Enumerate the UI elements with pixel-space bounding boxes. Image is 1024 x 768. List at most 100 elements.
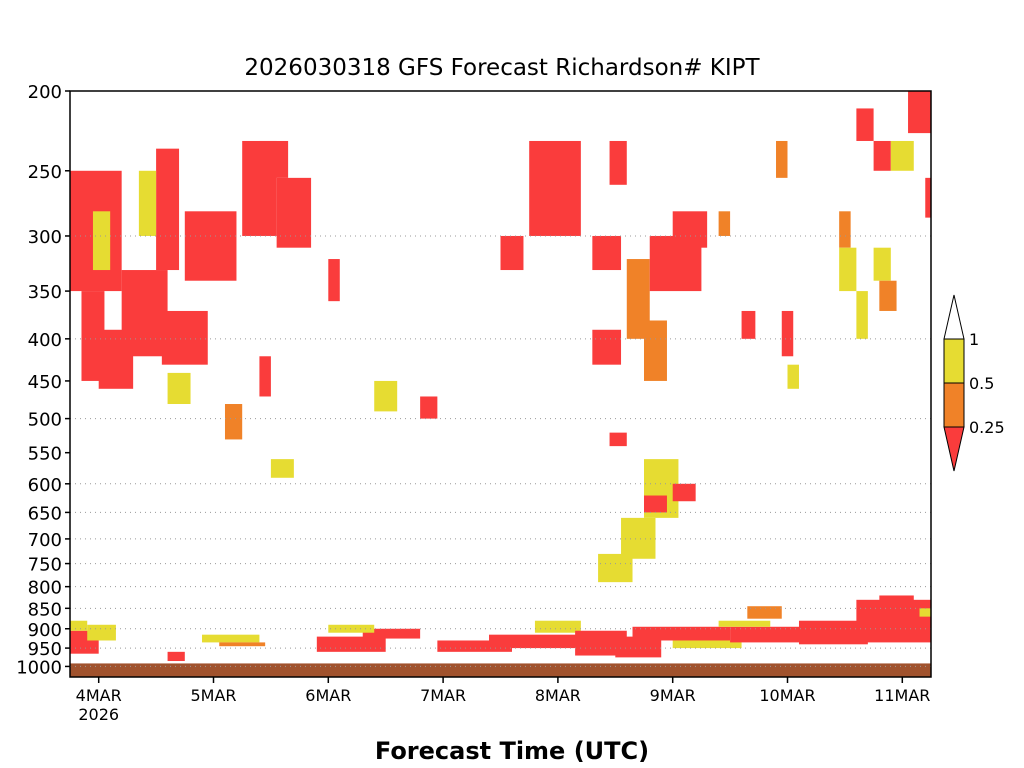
heatmap-cell bbox=[92, 211, 111, 271]
heatmap-cell bbox=[224, 404, 243, 440]
plot-area bbox=[69, 90, 932, 678]
heatmap-cell bbox=[672, 211, 708, 248]
heatmap-cell bbox=[529, 140, 581, 236]
y-tick-label: 650 bbox=[28, 503, 62, 524]
legend: 1 0.5 0.25 bbox=[943, 294, 1005, 472]
y-tick-label: 750 bbox=[28, 555, 62, 576]
x-tick-label: 4MAR bbox=[76, 686, 122, 705]
heatmap-cell bbox=[167, 372, 191, 405]
heatmap-cell bbox=[798, 620, 868, 645]
heatmap-cell bbox=[672, 483, 696, 502]
heatmap-cell bbox=[672, 640, 742, 649]
heatmap-cell bbox=[437, 640, 512, 652]
heatmap-cell bbox=[781, 310, 794, 357]
heatmap-cell bbox=[718, 211, 731, 236]
heatmap-cell bbox=[534, 620, 581, 633]
chart-title: 2026030318 GFS Forecast Richardson# KIPT bbox=[244, 55, 760, 81]
legend-label: 0.5 bbox=[969, 374, 994, 393]
heatmap-cell bbox=[202, 634, 260, 643]
heatmap-cell bbox=[609, 432, 627, 447]
heatmap-cell bbox=[873, 140, 891, 171]
y-tick-label: 250 bbox=[28, 162, 62, 183]
heatmap-cell bbox=[839, 211, 851, 248]
heatmap-cell bbox=[787, 364, 799, 389]
ground-fill bbox=[70, 663, 931, 677]
heatmap-cell bbox=[259, 140, 289, 178]
y-axis: 200 250 300 350 400 450 500 550 600 650 700 7508008… bbox=[16, 82, 70, 678]
heatmap-cell bbox=[621, 517, 656, 559]
legend-label: 1 bbox=[969, 330, 979, 349]
heatmap-cell bbox=[156, 148, 180, 271]
x-tick-label: 6MAR bbox=[305, 686, 351, 705]
heatmap-cell bbox=[259, 356, 271, 397]
heatmap-cell bbox=[121, 270, 168, 357]
heatmap-cell bbox=[87, 624, 116, 641]
y-tick-label: 550 bbox=[28, 444, 62, 465]
heatmap-cell bbox=[161, 310, 208, 365]
heatmap-cell bbox=[615, 636, 662, 658]
y-tick-label: 850 bbox=[28, 599, 62, 620]
y-tick-label: 600 bbox=[28, 475, 62, 496]
heatmap-cell bbox=[592, 235, 622, 271]
legend-swatch bbox=[943, 382, 965, 428]
y-tick-label: 400 bbox=[28, 330, 62, 351]
y-tick-label: 300 bbox=[28, 227, 62, 248]
heatmap-cell bbox=[925, 177, 931, 218]
legend-swatch bbox=[943, 294, 965, 340]
heatmap-cell bbox=[839, 247, 857, 292]
y-tick-label: 700 bbox=[28, 530, 62, 551]
heatmap-cell bbox=[500, 235, 524, 271]
heatmap-cell bbox=[741, 310, 756, 339]
y-tick-label: 1000 bbox=[16, 657, 62, 678]
heatmap-cell bbox=[644, 320, 667, 381]
heatmap-cell bbox=[730, 626, 811, 643]
x-tick-label: 5MAR bbox=[190, 686, 236, 705]
heatmap-cell bbox=[919, 608, 931, 617]
heatmap-cell bbox=[420, 396, 438, 419]
x-tick-label: 10MAR bbox=[759, 686, 815, 705]
heatmap-cell bbox=[276, 177, 312, 248]
heatmap-cell bbox=[873, 247, 891, 281]
heatmap-cell bbox=[328, 259, 340, 302]
y-tick-label: 900 bbox=[28, 620, 62, 641]
y-tick-label: 350 bbox=[28, 282, 62, 303]
heatmap-cell bbox=[718, 620, 771, 627]
heatmap-cell bbox=[138, 170, 157, 236]
heatmap-cell bbox=[776, 140, 788, 178]
heatmap-cell bbox=[856, 108, 874, 141]
heatmap-cell bbox=[316, 636, 386, 652]
heatmap-cell bbox=[879, 280, 897, 311]
x-axis: 4MAR 5MAR 6MAR 7MAR 8MAR 9MAR 10MAR 11MAR 2026 bbox=[76, 677, 930, 724]
x-tick-label: 8MAR bbox=[535, 686, 581, 705]
heatmap-cell bbox=[592, 329, 622, 365]
x-tick-label: 11MAR bbox=[874, 686, 930, 705]
heatmap-cell bbox=[598, 553, 633, 583]
y-tick-label: 500 bbox=[28, 410, 62, 431]
heatmap-cell bbox=[908, 91, 931, 134]
y-tick-label: 200 bbox=[28, 82, 62, 103]
plot-background bbox=[70, 91, 931, 677]
heatmap-cell bbox=[747, 606, 782, 619]
heatmap-cell bbox=[626, 259, 650, 339]
heatmap-cell bbox=[270, 459, 294, 478]
x-tick-sublabel: 2026 bbox=[78, 705, 119, 724]
heatmap-cell bbox=[374, 380, 398, 412]
heatmap-cell bbox=[489, 634, 593, 649]
x-tick-label: 9MAR bbox=[650, 686, 696, 705]
heatmap-cell bbox=[856, 291, 868, 339]
x-tick-label: 7MAR bbox=[420, 686, 466, 705]
heatmap-cell bbox=[879, 595, 914, 609]
heatmap-cell bbox=[362, 628, 421, 639]
x-axis-title: Forecast Time (UTC) bbox=[375, 737, 649, 765]
heatmap-cell bbox=[644, 495, 667, 513]
heatmap-cell bbox=[219, 642, 266, 647]
legend-swatch bbox=[943, 426, 965, 472]
heatmap-cell bbox=[609, 140, 627, 185]
y-tick-label: 950 bbox=[28, 639, 62, 660]
y-tick-label: 450 bbox=[28, 372, 62, 393]
heatmap-cell bbox=[890, 140, 914, 171]
heatmap-cell bbox=[184, 211, 237, 281]
legend-swatch bbox=[943, 338, 965, 384]
heatmap-cell bbox=[70, 620, 88, 631]
